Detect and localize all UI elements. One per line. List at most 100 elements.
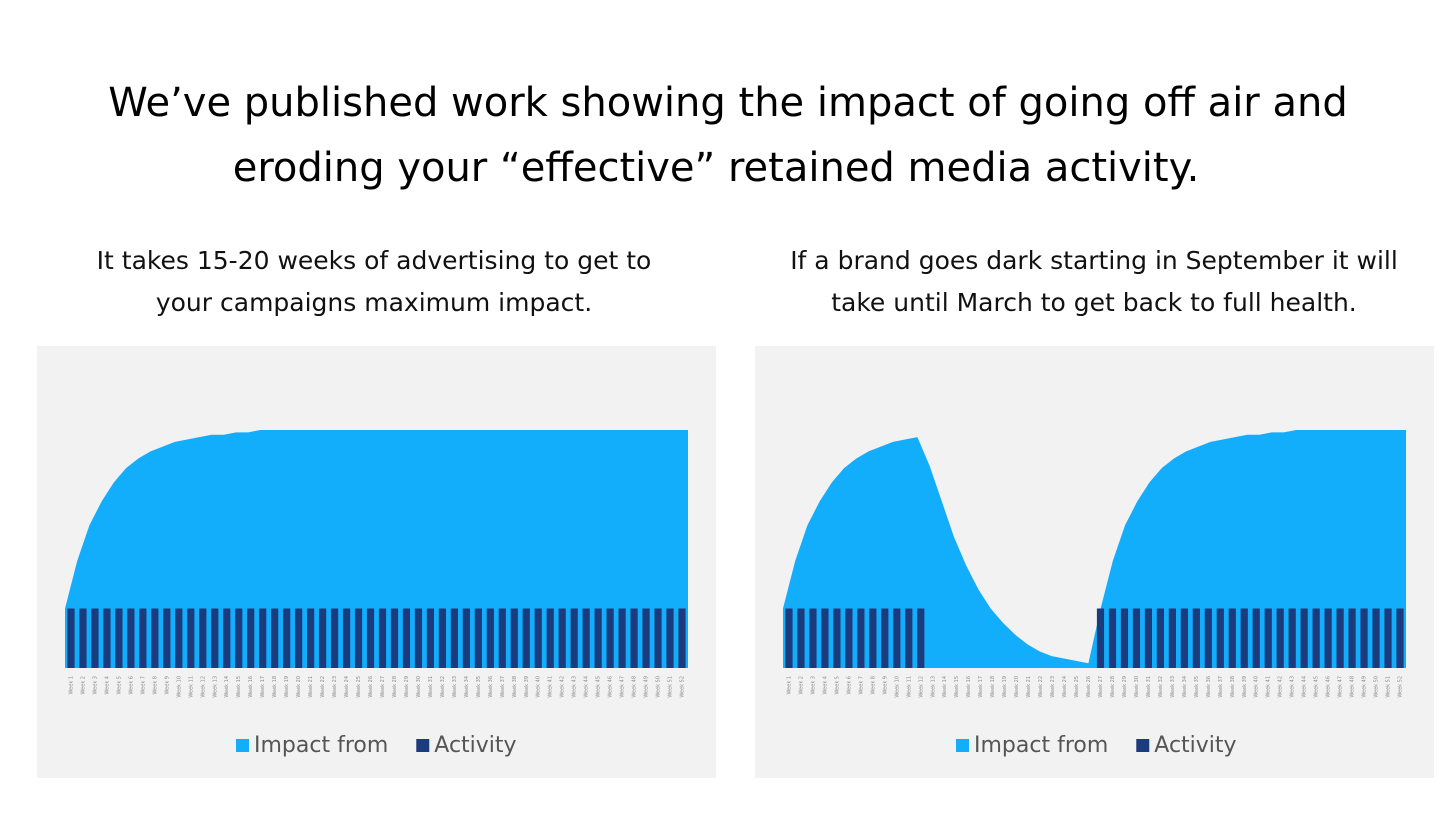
x-tick-label: Week 40	[536, 676, 542, 698]
x-tick-label: Week 24	[1062, 676, 1068, 698]
x-tick-label: Week 22	[320, 676, 326, 698]
x-tick-label: Week 33	[452, 676, 458, 698]
activity-bar	[79, 608, 87, 668]
activity-bar	[271, 608, 279, 668]
x-tick-label: Week 45	[596, 676, 602, 698]
x-tick-label: Week 23	[332, 676, 338, 698]
x-tick-label: Week 14	[942, 676, 948, 698]
x-tick-label: Week 4	[104, 676, 110, 694]
activity-bar	[1384, 608, 1392, 668]
x-tick-label: Week 44	[584, 676, 590, 698]
activity-bar	[259, 608, 267, 668]
activity-bar	[785, 608, 793, 668]
activity-bar	[510, 608, 518, 668]
legend-swatch	[956, 739, 969, 752]
x-tick-label: Week 46	[608, 676, 614, 698]
x-tick-label: Week 15	[236, 676, 242, 698]
activity-bar	[1348, 608, 1356, 668]
x-tick-label: Week 4	[822, 676, 828, 694]
activity-bar	[905, 608, 913, 668]
chart-subtitle: take until March to get back to full hea…	[831, 288, 1357, 317]
x-tick-label: Week 35	[1194, 676, 1200, 698]
x-tick-label: Week 44	[1302, 676, 1308, 698]
activity-bar	[1120, 608, 1129, 668]
activity-bar	[809, 608, 817, 668]
x-tick-label: Week 16	[248, 676, 254, 698]
activity-bar	[1288, 608, 1296, 668]
activity-bar	[330, 608, 339, 668]
x-tick-label: Week 30	[1134, 676, 1140, 698]
activity-bar	[797, 608, 805, 668]
activity-bar	[1324, 608, 1332, 668]
x-tick-label: Week 20	[296, 676, 302, 698]
activity-bar	[534, 608, 542, 668]
x-tick-label: Week 19	[284, 676, 290, 698]
activity-bar	[1156, 608, 1164, 668]
x-tick-label: Week 50	[1374, 676, 1380, 698]
activity-bar	[857, 608, 865, 668]
impact-area	[783, 430, 1406, 668]
activity-bar	[1252, 608, 1260, 668]
activity-bar	[175, 608, 183, 668]
activity-bar	[402, 608, 411, 668]
activity-bar	[187, 608, 195, 668]
activity-bar	[295, 608, 303, 668]
activity-bar	[1276, 608, 1284, 668]
x-tick-label: Week 47	[1338, 676, 1344, 698]
activity-bar	[606, 608, 614, 668]
activity-bar	[917, 608, 925, 668]
x-tick-label: Week 18	[990, 676, 996, 698]
title-line: We’ve published work showing the impact …	[108, 80, 1347, 126]
x-tick-label: Week 49	[1362, 676, 1368, 698]
x-tick-label: Week 24	[344, 676, 350, 698]
x-tick-label: Week 49	[644, 676, 650, 698]
activity-bar	[1396, 608, 1404, 668]
activity-bar	[1372, 608, 1380, 668]
activity-bar	[67, 608, 75, 668]
activity-bar	[139, 608, 147, 668]
x-tick-label: Week 3	[92, 676, 98, 694]
activity-bar	[115, 608, 123, 668]
x-tick-label: Week 3	[810, 676, 816, 694]
activity-bar	[678, 608, 686, 668]
x-tick-label: Week 11	[906, 676, 912, 698]
chart-subtitle: your campaigns maximum impact.	[156, 288, 592, 317]
legend-swatch	[416, 739, 430, 752]
x-tick-label: Week 28	[1110, 676, 1116, 698]
activity-bar	[558, 608, 566, 668]
x-tick-label: Week 2	[80, 676, 86, 694]
activity-bar	[546, 608, 554, 668]
activity-bar	[438, 608, 446, 668]
activity-bar	[1144, 608, 1153, 668]
activity-bar	[1096, 608, 1105, 668]
legend-label: Impact from	[254, 733, 388, 758]
activity-bar	[1360, 608, 1368, 668]
x-tick-label: Week 1	[786, 676, 792, 694]
activity-bar	[642, 608, 650, 668]
activity-bar	[1180, 608, 1188, 668]
activity-bar	[821, 608, 829, 668]
x-tick-label: Week 7	[140, 676, 146, 694]
x-tick-label: Week 5	[116, 676, 122, 694]
activity-bar	[618, 608, 626, 668]
x-tick-label: Week 36	[488, 676, 494, 698]
x-tick-label: Week 51	[1386, 676, 1392, 698]
x-tick-label: Week 41	[1266, 676, 1272, 698]
x-tick-label: Week 29	[1122, 676, 1128, 698]
activity-bar	[594, 608, 602, 668]
activity-bar	[1204, 608, 1212, 668]
activity-bar	[163, 608, 171, 668]
x-tick-label: Week 48	[1350, 676, 1356, 698]
x-tick-label: Week 7	[858, 676, 864, 694]
x-tick-label: Week 18	[272, 676, 278, 698]
activity-bar	[522, 608, 530, 668]
activity-bar	[570, 608, 578, 668]
activity-bar	[1264, 608, 1272, 668]
x-tick-label: Week 33	[1170, 676, 1176, 698]
x-tick-label: Week 22	[1038, 676, 1044, 698]
chart-subtitle: If a brand goes dark starting in Septemb…	[790, 246, 1398, 275]
activity-bar	[881, 608, 889, 668]
x-tick-label: Week 9	[882, 676, 888, 694]
activity-bar	[666, 608, 674, 668]
x-tick-label: Week 43	[1290, 676, 1296, 698]
